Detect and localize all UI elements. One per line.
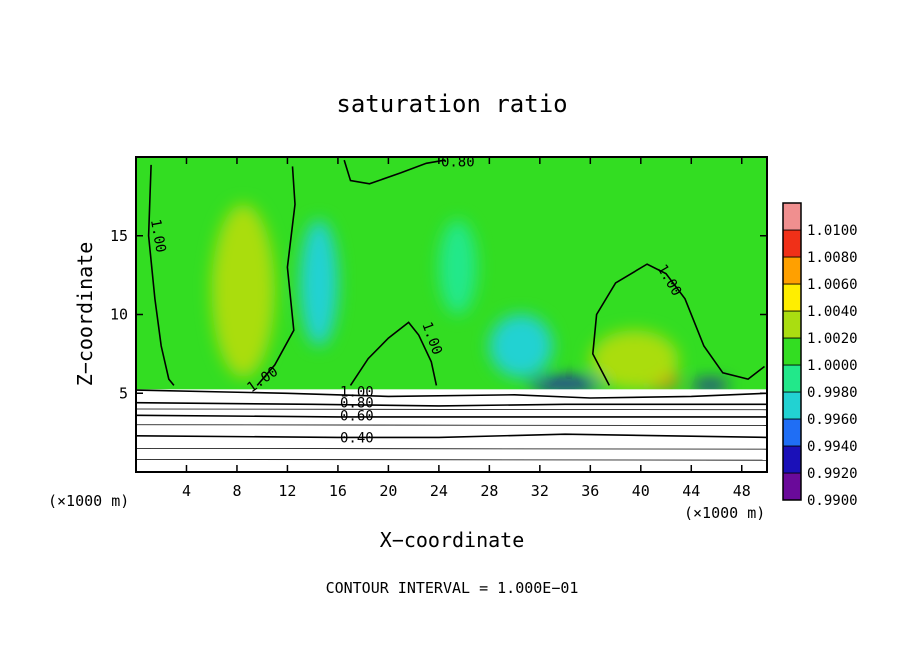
y-axis-ticks: 5 10 15 [110, 227, 767, 402]
colorbar-swatch-4 [782, 364, 802, 393]
colorbar-swatch-9 [782, 229, 802, 258]
contour-line-3 [591, 263, 765, 386]
heatmap-cell-6 [691, 380, 730, 391]
contour-line-4 [343, 159, 446, 185]
x-tick-label-10: 44 [682, 482, 700, 500]
contour-line-8 [136, 433, 767, 439]
colorbar-label-5: 1.0000 [807, 358, 858, 374]
colorbar-swatch-8 [782, 256, 802, 285]
ground-contour-1 [136, 424, 767, 426]
contour-label-0: 0.80 [441, 155, 475, 171]
colorbar-swatch-1 [782, 445, 802, 474]
ground-contour-2 [136, 447, 767, 450]
heatmap-cell-7 [300, 220, 338, 346]
heatmap-cell-4 [590, 330, 679, 391]
x-axis-label: X−coordinate [380, 528, 525, 552]
colorbar-label-4: 0.9980 [807, 385, 858, 401]
x-tick-label-0: 4 [182, 482, 191, 500]
heatmap-cell-8 [438, 220, 477, 315]
contour-label-6: 0.80 [340, 396, 374, 412]
colorbar-swatch-6 [782, 310, 802, 339]
contour-label-8: 0.40 [340, 430, 374, 446]
x-unit-left: (×1000 m) [48, 492, 129, 510]
colorbar-label-6: 1.0020 [807, 331, 858, 347]
contour-label-5: 1.00 [340, 385, 374, 401]
x-unit-right: (×1000 m) [684, 504, 765, 522]
contour-lines: 0.801.001.001.001.001.000.800.600.40 [136, 155, 767, 461]
heatmap-cells [211, 204, 730, 391]
y-axis-label: Z−coordinate [73, 242, 97, 387]
colorbar-swatch-10 [782, 202, 802, 231]
colorbar-label-7: 1.0040 [807, 304, 858, 320]
x-tick-label-4: 20 [379, 482, 397, 500]
y-tick-label-2: 15 [110, 227, 128, 245]
colorbar-label-9: 1.0080 [807, 250, 858, 266]
ground-contour-3 [136, 459, 767, 461]
contour-line-1 [256, 166, 296, 386]
x-axis-ticks: 4 8 12 16 20 24 28 32 36 40 44 48 [182, 157, 751, 500]
x-tick-label-3: 16 [329, 482, 347, 500]
contour-line-0 [147, 164, 175, 386]
x-tick-label-8: 36 [581, 482, 599, 500]
colorbar: 0.9900 0.9920 0.9940 0.9960 0.9980 1.0000 1.00… [782, 202, 858, 509]
colorbar-label-3: 0.9960 [807, 412, 858, 428]
contour-label-1: 1.00 [147, 218, 169, 254]
chart-title: saturation ratio [336, 90, 567, 118]
colorbar-swatch-2 [782, 418, 802, 447]
x-tick-label-1: 8 [232, 482, 241, 500]
colorbar-label-0: 0.9900 [807, 493, 858, 509]
contour-line-6 [136, 401, 767, 407]
colorbar-label-1: 0.9920 [807, 466, 858, 482]
colorbar-swatch-3 [782, 391, 802, 420]
x-tick-label-6: 28 [480, 482, 498, 500]
colorbar-label-2: 0.9940 [807, 439, 858, 455]
heatmap-cell-9 [489, 314, 553, 378]
x-tick-label-7: 32 [531, 482, 549, 500]
colorbar-swatch-0 [782, 472, 802, 501]
heatmap-cell-1 [211, 204, 275, 378]
contour-line-7 [136, 414, 767, 418]
colorbar-label-8: 1.0060 [807, 277, 858, 293]
contour-interval-note: CONTOUR INTERVAL = 1.000E−01 [326, 579, 579, 597]
colorbar-label-10: 1.0100 [807, 223, 858, 239]
y-tick-label-0: 5 [119, 384, 128, 402]
x-tick-label-2: 12 [278, 482, 296, 500]
x-tick-label-11: 48 [733, 482, 751, 500]
x-tick-label-9: 40 [632, 482, 650, 500]
colorbar-swatch-5 [782, 337, 802, 366]
heatmap-cell-5 [527, 377, 603, 391]
contour-line-5 [136, 389, 767, 399]
colorbar-swatch-7 [782, 283, 802, 312]
contour-line-2 [349, 321, 438, 386]
contour-label-7: 0.60 [340, 408, 374, 424]
x-tick-label-5: 24 [430, 482, 448, 500]
y-tick-label-1: 10 [110, 306, 128, 324]
colorbar-frame [782, 202, 802, 501]
ground-contour-0 [136, 408, 767, 411]
